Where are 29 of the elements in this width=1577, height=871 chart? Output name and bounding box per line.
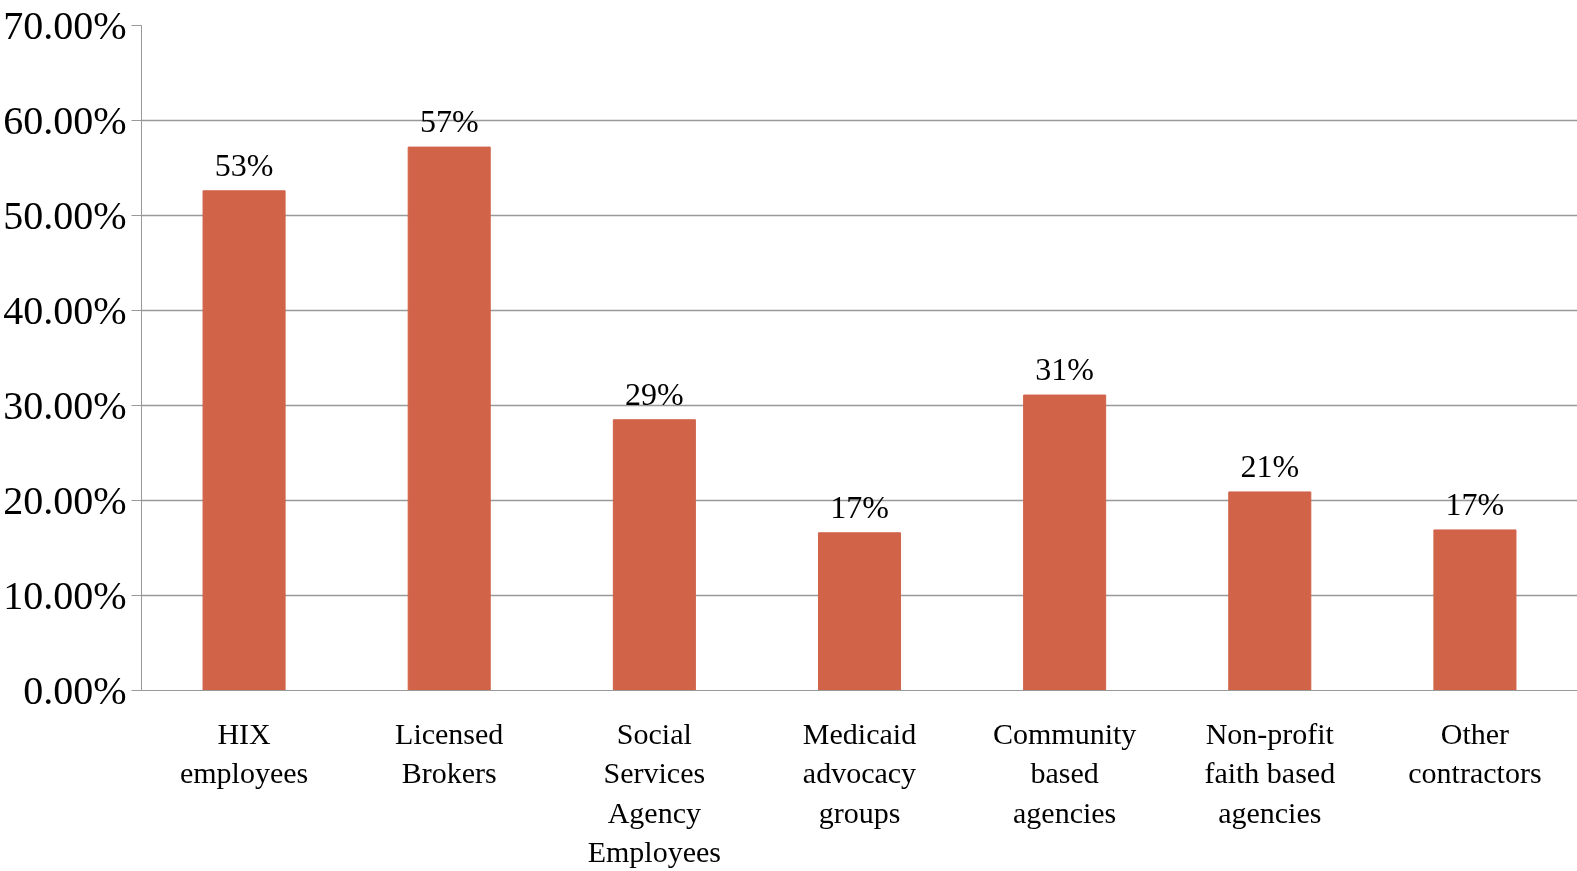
data-label: 53% bbox=[214, 146, 274, 183]
y-tick-label: 60.00% bbox=[3, 98, 127, 143]
data-label: 29% bbox=[625, 375, 684, 412]
x-tick-label: Social Services Agency Employees bbox=[587, 716, 722, 869]
bar bbox=[1228, 491, 1312, 691]
x-tick-label: Other contractors bbox=[1408, 716, 1542, 790]
data-label: 17% bbox=[830, 488, 889, 525]
data-label: 57% bbox=[419, 103, 479, 140]
bar bbox=[1433, 529, 1517, 691]
x-tick-label: Non-profit faith based agencies bbox=[1204, 716, 1336, 829]
bar bbox=[407, 146, 491, 691]
y-tick-label: 50.00% bbox=[3, 193, 127, 238]
y-tick-label: 0.00% bbox=[23, 668, 127, 713]
bar bbox=[817, 532, 902, 691]
y-tick-label: 20.00% bbox=[3, 478, 127, 523]
x-tick-label: Medicaid advocacy groups bbox=[802, 716, 917, 829]
y-tick-label: 30.00% bbox=[3, 383, 127, 428]
y-tick-label: 40.00% bbox=[3, 288, 127, 333]
y-tick-label: 10.00% bbox=[3, 573, 127, 618]
y-tick-label: 70.00% bbox=[3, 3, 127, 48]
x-tick-label: HIX employees bbox=[179, 716, 309, 790]
data-label: 31% bbox=[1035, 351, 1094, 388]
data-label: 21% bbox=[1240, 447, 1300, 484]
x-tick-label: Licensed Brokers bbox=[395, 716, 504, 790]
bar bbox=[612, 419, 696, 691]
data-label: 17% bbox=[1445, 485, 1505, 522]
x-tick-label: Community based agencies bbox=[992, 716, 1137, 829]
bar bbox=[1023, 394, 1107, 691]
bar bbox=[202, 190, 286, 691]
